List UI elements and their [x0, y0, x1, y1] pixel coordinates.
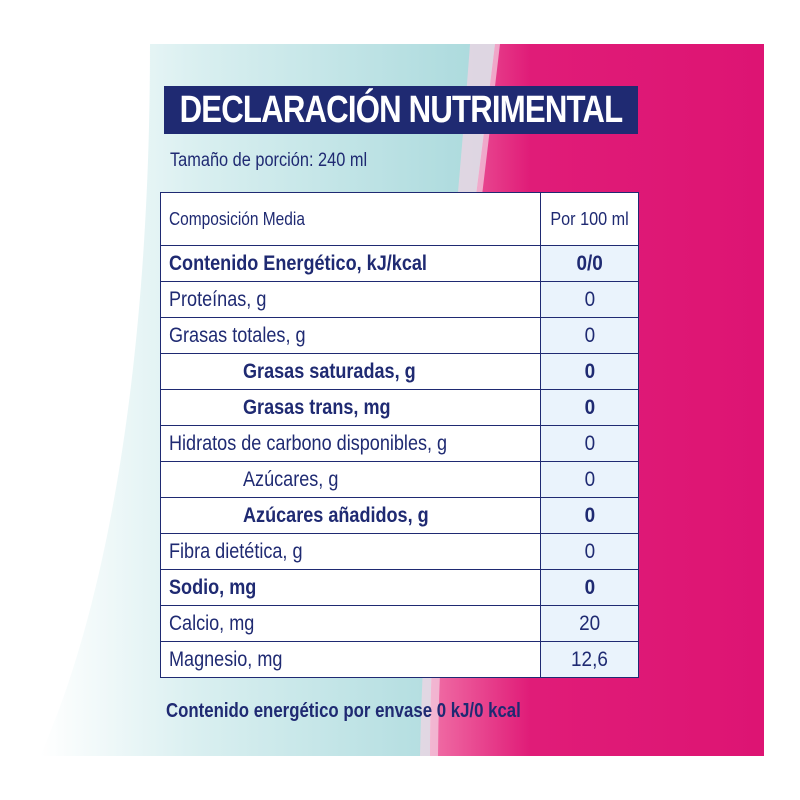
nutrition-title: DECLARACIÓN NUTRIMENTAL [164, 86, 638, 134]
row-trans-fat-name: Grasas trans, mg [160, 389, 541, 426]
row-trans-fat-value: 0 [540, 389, 639, 426]
row-saturated-fat-value: 0 [540, 353, 639, 390]
row-energy-name: Contenido Energético, kJ/kcal [160, 245, 541, 282]
row-calcium-name: Calcio, mg [160, 605, 541, 642]
header-composition: Composición Media [160, 192, 541, 246]
table-row: Magnesio, mg 12,6 [160, 641, 639, 678]
table-row: Sodio, mg 0 [160, 569, 639, 606]
table-row: Calcio, mg 20 [160, 605, 639, 642]
row-added-sugars-value: 0 [540, 497, 639, 534]
table-row: Grasas saturadas, g 0 [160, 353, 639, 390]
row-magnesium-name: Magnesio, mg [160, 641, 541, 678]
row-energy-value: 0/0 [540, 245, 639, 282]
table-row: Hidratos de carbono disponibles, g 0 [160, 425, 639, 462]
table-row: Fibra dietética, g 0 [160, 533, 639, 570]
row-sodium-name: Sodio, mg [160, 569, 541, 606]
table-header-row: Composición Media Por 100 ml [160, 192, 639, 246]
row-protein-value: 0 [540, 281, 639, 318]
row-magnesium-value: 12,6 [540, 641, 639, 678]
row-sodium-value: 0 [540, 569, 639, 606]
row-fiber-value: 0 [540, 533, 639, 570]
nutrition-table: Composición Media Por 100 ml Contenido E… [160, 192, 639, 678]
table-row: Azúcares añadidos, g 0 [160, 497, 639, 534]
header-per-100ml: Por 100 ml [540, 192, 639, 246]
table-row: Grasas totales, g 0 [160, 317, 639, 354]
energy-per-package: Contenido energético por envase 0 kJ/0 k… [166, 700, 521, 722]
row-calcium-value: 20 [540, 605, 639, 642]
row-carbohydrates-name: Hidratos de carbono disponibles, g [160, 425, 541, 462]
table-row: Proteínas, g 0 [160, 281, 639, 318]
row-total-fat-name: Grasas totales, g [160, 317, 541, 354]
row-sugars-value: 0 [540, 461, 639, 498]
row-fiber-name: Fibra dietética, g [160, 533, 541, 570]
row-saturated-fat-name: Grasas saturadas, g [160, 353, 541, 390]
table-row: Azúcares, g 0 [160, 461, 639, 498]
serving-size: Tamaño de porción: 240 ml [170, 150, 368, 171]
row-added-sugars-name: Azúcares añadidos, g [160, 497, 541, 534]
row-carbohydrates-value: 0 [540, 425, 639, 462]
row-protein-name: Proteínas, g [160, 281, 541, 318]
table-row: Contenido Energético, kJ/kcal 0/0 [160, 245, 639, 282]
row-sugars-name: Azúcares, g [160, 461, 541, 498]
row-total-fat-value: 0 [540, 317, 639, 354]
table-row: Grasas trans, mg 0 [160, 389, 639, 426]
